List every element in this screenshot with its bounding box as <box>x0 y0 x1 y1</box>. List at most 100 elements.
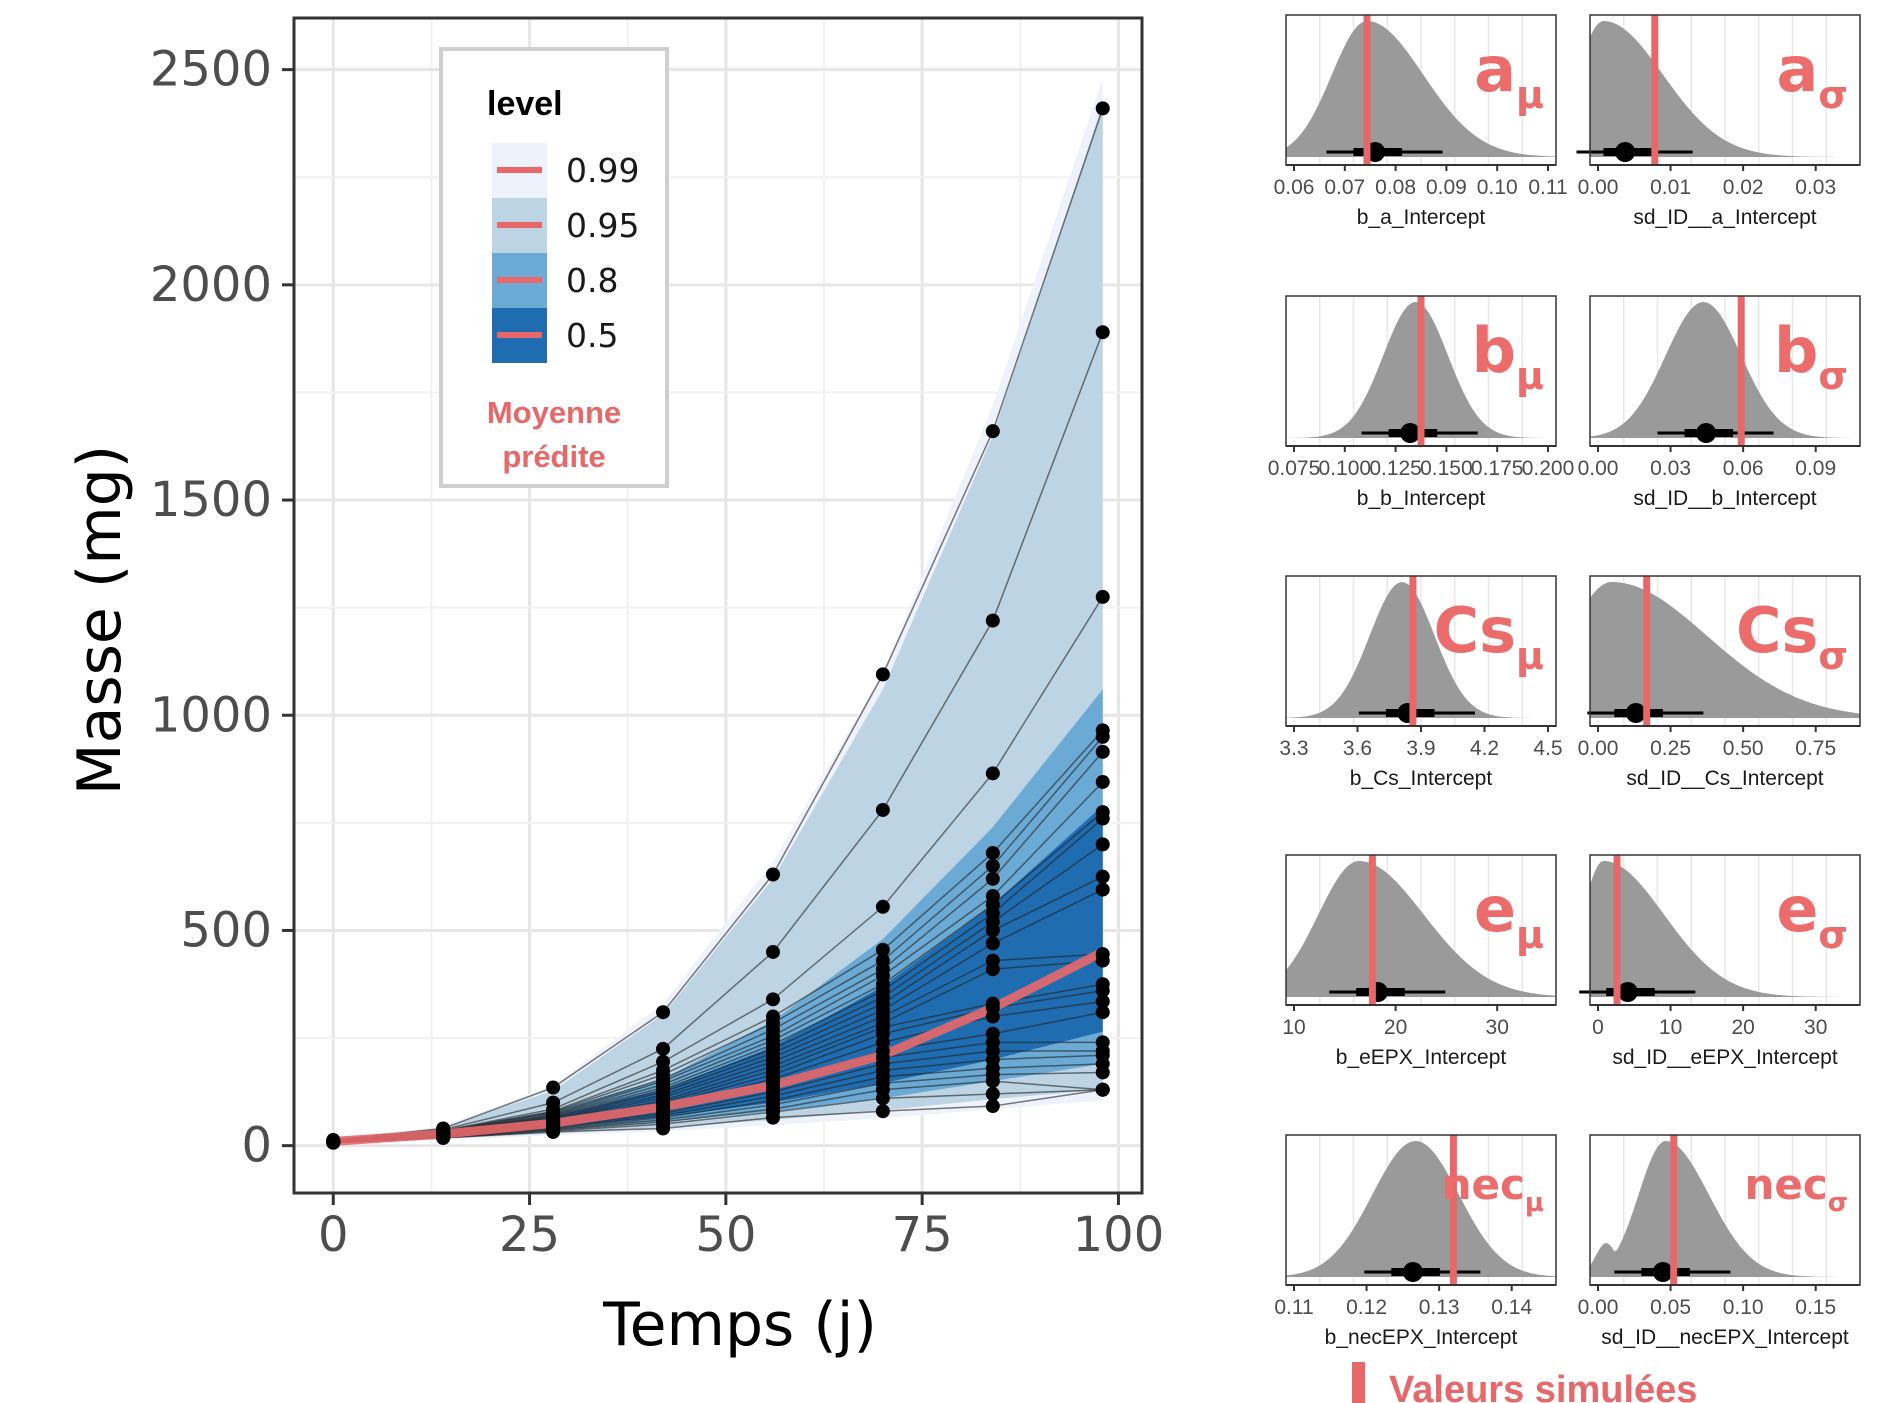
observed-point <box>765 944 780 959</box>
posterior-median-point <box>1402 1262 1423 1282</box>
panel-b_eEPX_Intercept: 10 20 30 b_eEPX_Intercept eμ <box>1282 854 1557 1069</box>
observed-point <box>1095 1065 1110 1080</box>
panel-x-tick-label: 0.150 <box>1420 457 1473 480</box>
observed-point <box>1095 953 1110 968</box>
observed-point <box>1095 774 1110 789</box>
simulated-values-legend: Valeurs simulées <box>1352 1362 1697 1403</box>
observed-point <box>985 1099 1000 1114</box>
legend-title: level <box>487 85 563 123</box>
observed-point <box>1095 837 1110 852</box>
panel-x-tick-label: 0.50 <box>1723 737 1764 760</box>
observed-point <box>875 1104 890 1119</box>
panel-x-tick-label: 30 <box>1804 1016 1827 1039</box>
panel-x-tick-label: 30 <box>1486 1016 1509 1039</box>
panel-parameter-label: eμ <box>1474 873 1544 957</box>
observed-point <box>656 1005 671 1020</box>
panel-x-axis-title: b_necEPX_Intercept <box>1325 1326 1518 1349</box>
legend-mean-label-line2: prédite <box>502 439 605 474</box>
observed-point <box>985 613 1000 628</box>
individual-line <box>333 331 1104 1142</box>
observed-point <box>1095 882 1110 897</box>
simulated-values-label: Valeurs simulées <box>1389 1369 1697 1403</box>
panel-sd_ID__Cs_Intercept: 0.00 0.25 0.50 0.75 sd_ID__Cs_Intercept Csσ <box>1578 575 1861 790</box>
posterior-median-point <box>1652 1262 1673 1282</box>
panel-x-axis-title: b_Cs_Intercept <box>1350 767 1493 790</box>
observed-point <box>985 845 1000 860</box>
legend-box <box>439 47 669 488</box>
observed-point <box>546 1080 561 1095</box>
x-tick-label: 100 <box>1073 1207 1165 1263</box>
observed-point <box>1095 1082 1110 1097</box>
panel-x-tick-label: 0.11 <box>1528 176 1567 199</box>
y-axis-title: Masse (mg) <box>65 445 135 795</box>
x-tick-label: 75 <box>892 1207 953 1263</box>
observed-point <box>1095 1005 1110 1020</box>
simulated-value-key <box>1352 1362 1365 1403</box>
posterior-density <box>1590 582 1860 718</box>
panel-x-tick-label: 0.09 <box>1795 457 1836 480</box>
panel-b_necEPX_Intercept: 0.11 0.12 0.13 0.14 b_necEPX_Intercept necμ <box>1274 1134 1557 1349</box>
posterior-density <box>1590 302 1860 438</box>
panel-x-tick-label: 0.75 <box>1795 737 1836 760</box>
individual-line <box>333 108 1104 1141</box>
posterior-density <box>1590 861 1860 997</box>
observed-point <box>875 802 890 817</box>
band-0.95 <box>333 104 1103 1144</box>
observed-point <box>436 1130 451 1145</box>
y-tick-label: 2500 <box>150 42 272 98</box>
panel-x-tick-label: 3.9 <box>1406 737 1435 760</box>
panel-parameter-label: eσ <box>1776 873 1848 957</box>
panel-x-tick-label: 20 <box>1384 1016 1407 1039</box>
panel-sd_ID__eEPX_Intercept: 0 10 20 30 sd_ID__eEPX_Intercept eσ <box>1579 854 1861 1069</box>
panel-parameter-label: necμ <box>1442 1160 1544 1218</box>
panel-x-tick-label: 0.15 <box>1795 1296 1836 1319</box>
panel-parameter-label: bσ <box>1774 314 1848 398</box>
panel-x-tick-label: 0.25 <box>1650 737 1691 760</box>
panel-x-tick-label: 0.01 <box>1650 176 1691 199</box>
legend-label-0.95: 0.95 <box>566 206 639 245</box>
panel-x-tick-label: 0.10 <box>1477 176 1518 199</box>
panel-x-axis-title: sd_ID__b_Intercept <box>1633 487 1816 510</box>
posterior-median-point <box>1625 703 1646 723</box>
panel-sd_ID__a_Intercept: 0.00 0.01 0.02 0.03 sd_ID__a_Intercept aσ <box>1576 14 1861 229</box>
observed-point <box>656 1121 671 1136</box>
panel-x-tick-label: 10 <box>1659 1016 1682 1039</box>
observed-point <box>985 424 1000 439</box>
panel-x-tick-label: 0.03 <box>1650 457 1691 480</box>
panel-x-tick-label: 0.075 <box>1268 457 1321 480</box>
posterior-density <box>1286 21 1556 157</box>
predicted-mean-line <box>332 947 1105 1146</box>
panel-x-tick-label: 0 <box>1592 1016 1604 1039</box>
y-tick-label: 1500 <box>150 472 272 528</box>
panel-x-tick-label: 0.00 <box>1578 1296 1619 1319</box>
observed-point <box>875 1091 890 1106</box>
posterior-density <box>1286 861 1556 997</box>
panel-x-tick-label: 0.11 <box>1274 1296 1313 1319</box>
x-tick-label: 25 <box>499 1207 560 1263</box>
panel-parameter-label: aμ <box>1474 33 1544 117</box>
panel-x-tick-label: 0.02 <box>1723 176 1764 199</box>
posterior-median-point <box>1615 142 1636 162</box>
panel-b_Cs_Intercept: 3.3 3.6 3.9 4.2 4.5 b_Cs_Intercept Csμ <box>1279 575 1563 790</box>
y-tick-label: 2000 <box>150 257 272 313</box>
x-tick-label: 50 <box>695 1207 756 1263</box>
posterior-panels: 0.06 0.07 0.08 0.09 0.10 0.11b_a_Interceptaμ0… <box>1268 14 1861 1349</box>
panel-x-axis-title: sd_ID__Cs_Intercept <box>1626 767 1823 790</box>
panel-x-tick-label: 0.08 <box>1375 176 1416 199</box>
x-tick-label: 0 <box>318 1207 349 1263</box>
panel-x-tick-label: 0.10 <box>1723 1296 1764 1319</box>
panel-sd_ID__necEPX_Intercept: 0.00 0.05 0.10 0.15 sd_ID__necEPX_Intercept n… <box>1578 1134 1861 1349</box>
panel-x-tick-label: 20 <box>1731 1016 1754 1039</box>
x-axis-title: Temps (j) <box>602 1290 877 1360</box>
posterior-density <box>1286 1141 1556 1277</box>
legend-mean-label-line1: Moyenne <box>487 395 621 430</box>
panel-sd_ID__b_Intercept: 0.00 0.03 0.06 0.09 sd_ID__b_Intercept bσ <box>1578 295 1861 510</box>
y-tick-label: 1000 <box>150 687 272 743</box>
panel-parameter-label: bμ <box>1472 314 1544 398</box>
observed-point <box>985 858 1000 873</box>
panel-x-tick-label: 0.14 <box>1491 1296 1532 1319</box>
observed-point <box>985 962 1000 977</box>
